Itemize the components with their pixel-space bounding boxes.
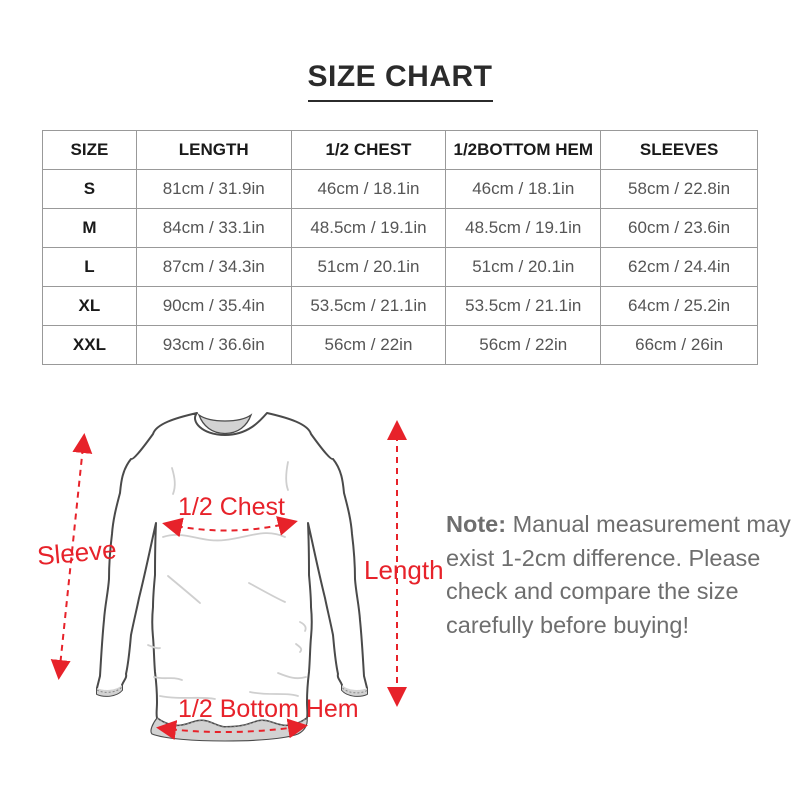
svg-text:1/2 Bottom Hem: 1/2 Bottom Hem xyxy=(178,695,359,723)
svg-text:1/2 Chest: 1/2 Chest xyxy=(178,493,285,521)
svg-text:Length: Length xyxy=(364,555,444,585)
svg-text:Sleeve: Sleeve xyxy=(36,534,118,571)
